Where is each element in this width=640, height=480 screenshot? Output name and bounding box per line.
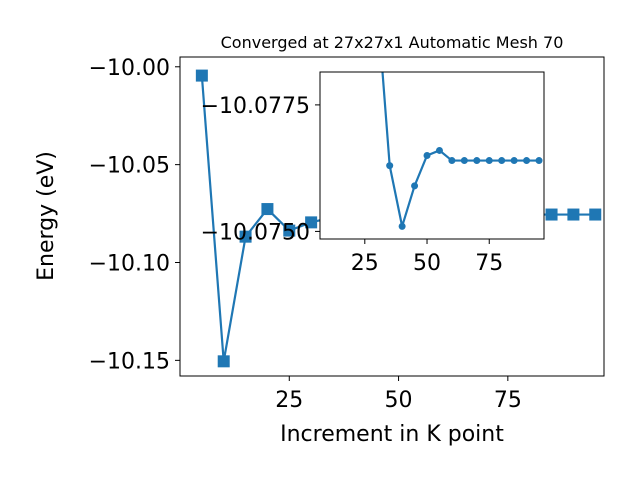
main-data-point <box>239 230 252 243</box>
inset-data-point <box>435 146 443 154</box>
main-data-point <box>283 224 296 237</box>
main-data-point <box>195 69 208 82</box>
x-axis-label: Increment in K point <box>280 422 504 447</box>
main-y-tick-label: −10.15 <box>89 349 170 374</box>
main-data-point <box>589 208 602 221</box>
inset-x-tick-label: 75 <box>475 251 503 276</box>
inset-y-tick-label: −10.0775 <box>201 94 310 119</box>
main-data-point <box>567 208 580 221</box>
inset-ticks: 25 50 75 −10.0775 −10.0750 <box>201 94 504 276</box>
main-data-point <box>545 208 558 221</box>
main-y-tick-label: −10.10 <box>89 251 170 276</box>
inset-data-point <box>498 157 506 165</box>
inset-y-tick-label: −10.0750 <box>201 220 310 245</box>
inset-x-tick-label: 25 <box>351 251 379 276</box>
main-y-tick-label: −10.00 <box>89 56 170 81</box>
main-x-tick-label: 50 <box>385 388 413 413</box>
inset-data-point <box>485 157 493 165</box>
chart-title: Converged at 27x27x1 Automatic Mesh 70 <box>221 33 564 52</box>
inset-data-point <box>448 157 456 165</box>
inset-plot-frame <box>319 71 545 240</box>
inset-data-point <box>510 157 518 165</box>
main-x-tick-label: 75 <box>494 388 522 413</box>
main-data-point <box>217 355 230 368</box>
main-x-tick-label: 25 <box>275 388 303 413</box>
y-axis-label: Energy (eV) <box>34 151 59 281</box>
inset-background <box>320 72 544 239</box>
inset-series <box>374 0 543 230</box>
inset-data-point <box>535 157 543 165</box>
main-y-tick-label: −10.05 <box>89 154 170 179</box>
inset-data-point <box>523 157 531 165</box>
main-data-point <box>261 203 274 216</box>
inset-data-point <box>411 182 419 190</box>
inset-data-point <box>386 162 394 170</box>
main-plot-frame <box>179 56 605 377</box>
inset-data-point <box>374 0 381 7</box>
inset-data-point <box>423 152 431 159</box>
inset-data-point <box>398 222 406 230</box>
inset-data-point <box>460 157 468 165</box>
main-data-point <box>305 216 318 229</box>
inset-data-point <box>473 157 481 165</box>
main-ticks: 25 50 75 −10.00 −10.05 −10.10 −10.15 <box>89 56 522 413</box>
inset-x-tick-label: 50 <box>413 251 441 276</box>
